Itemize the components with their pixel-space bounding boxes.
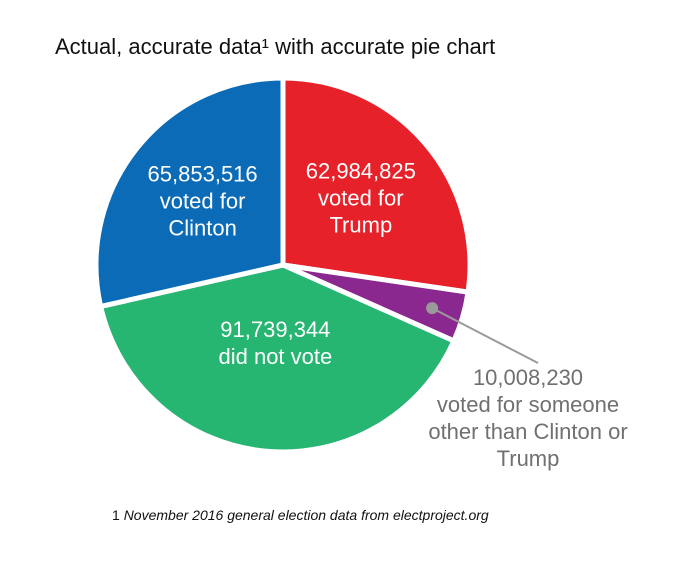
category-label: voted for Clinton xyxy=(159,188,246,241)
slice-label: 10,008,230 voted for someone other than C… xyxy=(428,364,628,472)
pie-slice xyxy=(93,75,286,309)
pie-slice xyxy=(280,75,473,295)
category-label: voted for Trump xyxy=(318,185,404,238)
footnote: 1 November 2016 general election data fr… xyxy=(112,507,489,523)
slice-label: 65,853,516 voted for Clinton xyxy=(138,160,268,241)
footnote-text: November 2016 general election data from… xyxy=(123,507,489,523)
pie-slice xyxy=(98,262,457,455)
value-label: 62,984,825 xyxy=(305,158,416,184)
leader-line xyxy=(431,307,539,364)
category-label: did not vote xyxy=(218,344,333,370)
category-label: voted for someone other than Clinton or … xyxy=(428,392,628,471)
chart-title: Actual, accurate data¹ with accurate pie… xyxy=(55,34,496,59)
slice-label: 91,739,344 did not vote xyxy=(190,316,360,370)
footnote-marker: 1 xyxy=(112,507,120,523)
leader-dot xyxy=(426,302,439,315)
slice-label: 62,984,825 voted for Trump xyxy=(296,157,426,238)
value-label: 91,739,344 xyxy=(220,317,331,343)
value-label: 65,853,516 xyxy=(147,161,258,187)
value-label: 10,008,230 xyxy=(472,365,584,390)
